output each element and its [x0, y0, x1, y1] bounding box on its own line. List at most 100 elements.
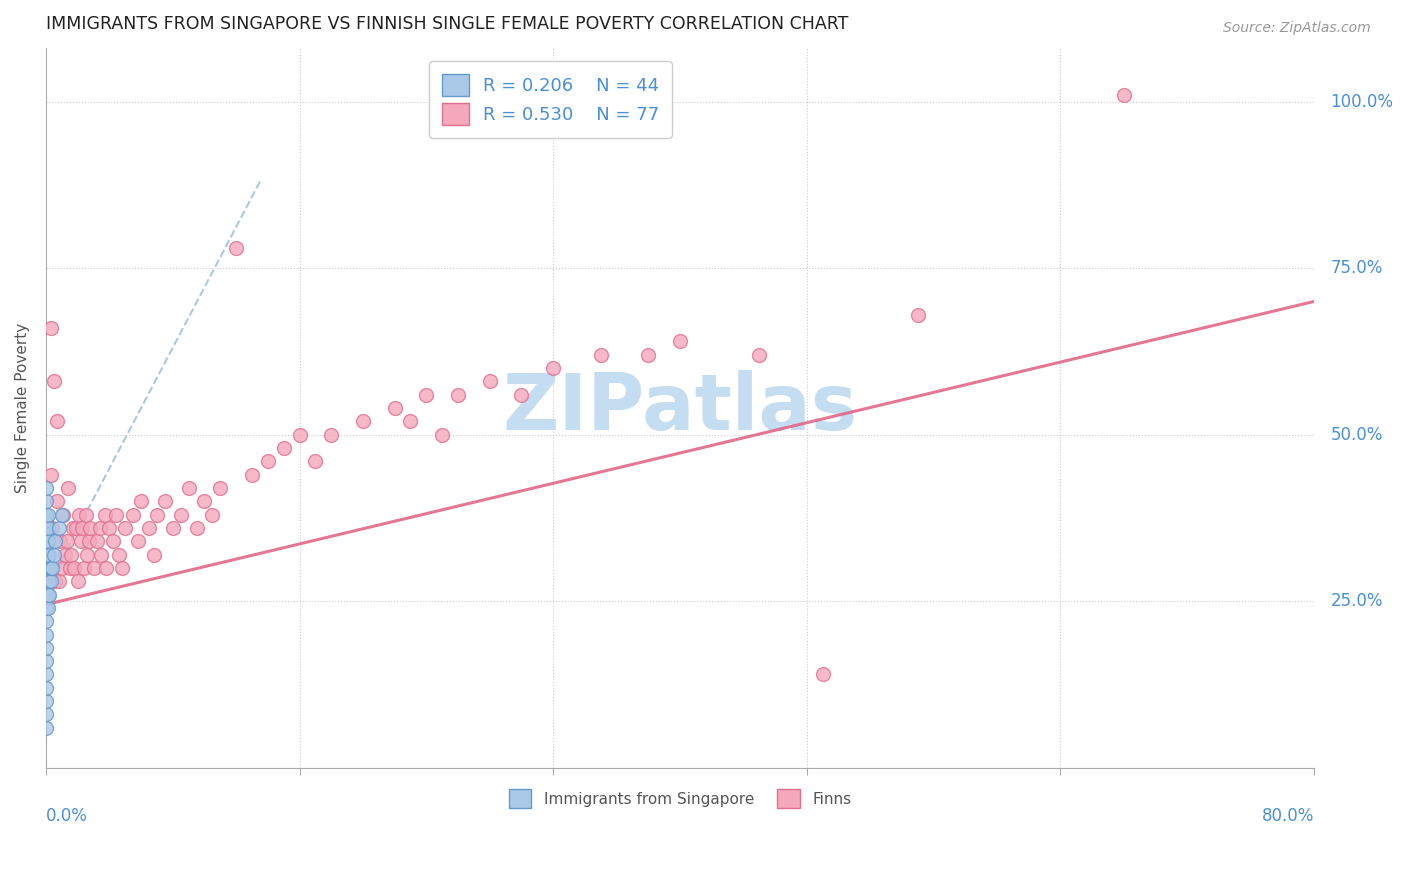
Legend: Immigrants from Singapore, Finns: Immigrants from Singapore, Finns	[502, 783, 858, 814]
Point	[225, 241, 247, 255]
Y-axis label: Single Female Poverty: Single Female Poverty	[15, 323, 30, 493]
Text: 75.0%: 75.0%	[1330, 260, 1382, 277]
Point	[96, 561, 118, 575]
Point	[257, 454, 280, 468]
Point	[111, 561, 134, 575]
Point	[37, 588, 59, 602]
Point	[415, 388, 437, 402]
Point	[37, 548, 59, 562]
Point	[46, 414, 69, 428]
Point	[73, 561, 96, 575]
Point	[35, 694, 58, 708]
Point	[114, 521, 136, 535]
Point	[153, 494, 176, 508]
Point	[55, 534, 77, 549]
Point	[35, 681, 58, 695]
Text: 100.0%: 100.0%	[1330, 93, 1393, 111]
Point	[38, 548, 60, 562]
Point	[35, 554, 58, 568]
Text: 25.0%: 25.0%	[1330, 592, 1384, 610]
Point	[35, 481, 58, 495]
Point	[69, 534, 91, 549]
Point	[37, 574, 59, 589]
Point	[48, 521, 70, 535]
Point	[49, 534, 72, 549]
Point	[35, 561, 58, 575]
Point	[35, 588, 58, 602]
Text: Source: ZipAtlas.com: Source: ZipAtlas.com	[1223, 21, 1371, 35]
Point	[90, 548, 112, 562]
Point	[122, 508, 145, 522]
Point	[44, 534, 66, 549]
Point	[35, 527, 58, 541]
Point	[35, 581, 58, 595]
Point	[38, 561, 60, 575]
Point	[56, 481, 79, 495]
Text: IMMIGRANTS FROM SINGAPORE VS FINNISH SINGLE FEMALE POVERTY CORRELATION CHART: IMMIGRANTS FROM SINGAPORE VS FINNISH SIN…	[46, 15, 848, 33]
Point	[42, 548, 65, 562]
Point	[510, 388, 533, 402]
Point	[59, 561, 82, 575]
Point	[1112, 88, 1135, 103]
Point	[35, 567, 58, 582]
Point	[240, 467, 263, 482]
Point	[41, 561, 63, 575]
Text: 50.0%: 50.0%	[1330, 425, 1382, 443]
Point	[60, 548, 83, 562]
Point	[39, 321, 62, 335]
Point	[66, 574, 89, 589]
Point	[35, 654, 58, 668]
Point	[321, 427, 343, 442]
Point	[35, 627, 58, 641]
Point	[37, 561, 59, 575]
Point	[142, 548, 165, 562]
Point	[589, 348, 612, 362]
Point	[39, 467, 62, 482]
Point	[77, 534, 100, 549]
Point	[447, 388, 470, 402]
Point	[35, 667, 58, 681]
Point	[37, 600, 59, 615]
Point	[177, 481, 200, 495]
Point	[52, 508, 75, 522]
Point	[38, 588, 60, 602]
Point	[104, 508, 127, 522]
Point	[62, 521, 84, 535]
Point	[65, 521, 87, 535]
Point	[72, 521, 94, 535]
Point	[63, 561, 86, 575]
Point	[76, 548, 98, 562]
Point	[209, 481, 232, 495]
Text: ZIPatlas: ZIPatlas	[502, 370, 858, 446]
Point	[53, 548, 76, 562]
Point	[51, 561, 73, 575]
Point	[186, 521, 208, 535]
Point	[86, 534, 108, 549]
Point	[201, 508, 224, 522]
Point	[35, 600, 58, 615]
Point	[35, 521, 58, 535]
Point	[748, 348, 770, 362]
Point	[811, 667, 834, 681]
Point	[138, 521, 160, 535]
Point	[51, 508, 73, 522]
Point	[98, 521, 121, 535]
Point	[35, 574, 58, 589]
Point	[44, 574, 66, 589]
Point	[35, 640, 58, 655]
Point	[37, 534, 59, 549]
Point	[146, 508, 169, 522]
Point	[79, 521, 101, 535]
Point	[669, 334, 692, 349]
Point	[162, 521, 184, 535]
Point	[48, 574, 70, 589]
Point	[35, 548, 58, 562]
Point	[83, 561, 105, 575]
Point	[304, 454, 326, 468]
Point	[39, 574, 62, 589]
Point	[399, 414, 422, 428]
Point	[273, 441, 295, 455]
Point	[170, 508, 193, 522]
Point	[478, 375, 501, 389]
Point	[288, 427, 311, 442]
